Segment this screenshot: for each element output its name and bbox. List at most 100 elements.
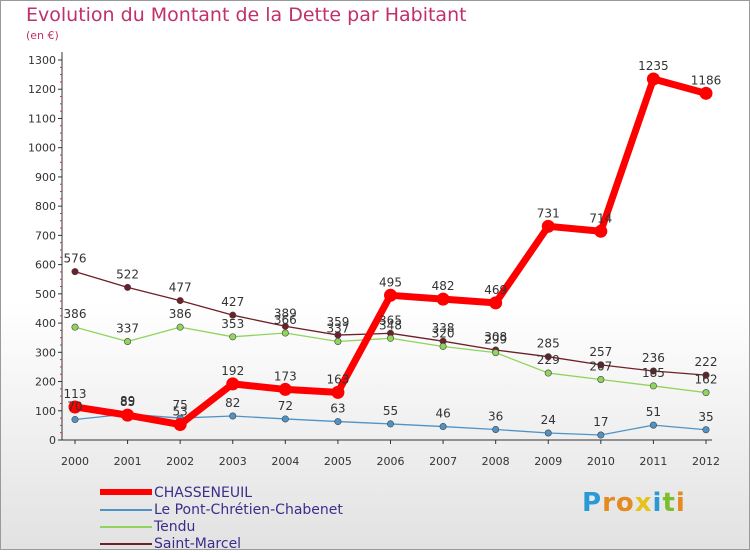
logo-letter: P <box>582 488 603 518</box>
x-tick-label: 2009 <box>534 455 562 468</box>
data-point-tendu <box>492 349 500 357</box>
x-tick-label: 2003 <box>219 455 247 468</box>
data-label-chasseneuil: 173 <box>274 369 297 383</box>
data-label-saint-marcel: 285 <box>537 337 560 351</box>
y-tick-label: 1100 <box>28 112 56 125</box>
x-tick-label: 2012 <box>692 455 720 468</box>
data-point-tendu <box>597 375 605 383</box>
data-label-tendu: 386 <box>64 307 87 321</box>
legend-label-saint-marcel: Saint-Marcel <box>154 536 242 552</box>
data-point-le-pont-chretien-chabenet <box>649 421 657 429</box>
data-label-le-pont-chretien-chabenet: 46 <box>435 407 450 421</box>
data-point-saint-marcel <box>544 353 552 361</box>
data-point-tendu <box>386 334 394 342</box>
y-tick-label: 100 <box>35 405 56 418</box>
legend-swatch-le-pont-chretien-chabenet <box>100 509 152 511</box>
y-tick-label: 1000 <box>28 142 56 155</box>
data-label-chasseneuil: 1186 <box>691 73 722 87</box>
legend-label-le-pont-chretien-chabenet: Le Pont-Chrétien-Chabenet <box>154 502 343 518</box>
data-point-chasseneuil <box>384 288 397 302</box>
data-label-tendu: 185 <box>642 366 665 380</box>
data-label-saint-marcel: 222 <box>695 355 718 369</box>
data-label-tendu: 386 <box>169 307 192 321</box>
data-point-tendu <box>334 337 342 345</box>
data-label-saint-marcel: 308 <box>484 330 507 344</box>
data-point-chasseneuil <box>594 224 608 238</box>
legend-swatch-tendu <box>100 526 152 528</box>
data-label-chasseneuil: 731 <box>537 206 560 220</box>
data-point-le-pont-chretien-chabenet <box>702 426 710 434</box>
data-point-le-pont-chretien-chabenet <box>597 431 605 439</box>
legend-item-chasseneuil: CHASSENEUIL <box>100 485 400 502</box>
series-labels: 576 522 477 427 389 359 365 338 308 285 257 236 222 3… <box>64 59 722 429</box>
data-label-chasseneuil: 482 <box>432 279 455 293</box>
data-point-chasseneuil <box>331 385 345 399</box>
data-point-saint-marcel <box>702 371 710 379</box>
data-label-le-pont-chretien-chabenet: 17 <box>593 415 608 429</box>
x-tick-label: 2007 <box>429 455 457 468</box>
logo-letter: t <box>662 488 676 518</box>
logo-letter: i <box>652 488 663 518</box>
data-label-saint-marcel: 236 <box>642 351 665 365</box>
y-tick-label: 800 <box>35 200 56 213</box>
data-point-saint-marcel <box>124 283 132 291</box>
data-point-tendu <box>229 333 237 341</box>
data-label-le-pont-chretien-chabenet: 51 <box>646 405 661 419</box>
x-tick-label: 2001 <box>114 455 142 468</box>
data-point-saint-marcel <box>597 361 605 369</box>
data-point-saint-marcel <box>229 311 237 319</box>
data-point-saint-marcel <box>649 367 657 375</box>
y-tick-label: 0 <box>49 434 56 447</box>
data-label-le-pont-chretien-chabenet: 89 <box>120 394 135 408</box>
chart-axes: 0 100 200 300 400 500 600 700 800 900 1000 1100 1200… <box>28 52 720 468</box>
chart-legend: CHASSENEUIL Le Pont-Chrétien-Chabenet Te… <box>100 485 400 553</box>
x-tick-label: 2006 <box>377 455 405 468</box>
data-point-chasseneuil <box>541 219 555 233</box>
data-point-tendu <box>176 323 184 331</box>
data-label-chasseneuil: 495 <box>379 275 402 289</box>
legend-label-chasseneuil: CHASSENEUIL <box>154 485 252 501</box>
data-label-saint-marcel: 477 <box>169 281 192 295</box>
data-label-chasseneuil: 53 <box>173 405 188 419</box>
data-label-le-pont-chretien-chabenet: 63 <box>330 402 345 416</box>
data-point-chasseneuil <box>173 418 187 432</box>
y-tick-label: 400 <box>35 317 56 330</box>
data-point-le-pont-chretien-chabenet <box>544 429 552 437</box>
data-label-saint-marcel: 359 <box>326 315 349 329</box>
data-label-le-pont-chretien-chabenet: 72 <box>278 399 293 413</box>
x-tick-label: 2004 <box>271 455 299 468</box>
data-point-tendu <box>702 389 710 397</box>
data-label-tendu: 320 <box>432 326 455 340</box>
data-point-chasseneuil <box>278 382 292 396</box>
legend-item-le-pont-chretien-chabenet: Le Pont-Chrétien-Chabenet <box>100 502 400 519</box>
logo-letter: r <box>602 488 616 518</box>
x-tick-label: 2010 <box>587 455 615 468</box>
y-tick-label: 1200 <box>28 83 56 96</box>
legend-item-tendu: Tendu <box>100 519 400 536</box>
data-label-tendu: 337 <box>116 321 139 335</box>
data-point-chasseneuil <box>489 296 503 310</box>
data-label-chasseneuil: 192 <box>221 364 244 378</box>
data-point-le-pont-chretien-chabenet <box>386 420 394 428</box>
y-tick-label: 700 <box>35 229 56 242</box>
data-label-chasseneuil: 163 <box>326 372 349 386</box>
data-label-tendu: 229 <box>537 353 560 367</box>
data-point-chasseneuil <box>226 377 240 391</box>
data-label-saint-marcel: 257 <box>589 345 612 359</box>
data-label-le-pont-chretien-chabenet: 35 <box>698 410 713 424</box>
data-label-tendu: 162 <box>695 373 718 387</box>
y-tick-label: 300 <box>35 346 56 359</box>
data-point-tendu <box>649 382 657 390</box>
data-label-chasseneuil: 714 <box>589 211 612 225</box>
x-tick-label: 2002 <box>166 455 194 468</box>
legend-label-tendu: Tendu <box>154 519 196 535</box>
data-point-chasseneuil <box>646 72 660 86</box>
legend-swatch-saint-marcel <box>100 543 152 545</box>
data-point-le-pont-chretien-chabenet <box>281 415 289 423</box>
data-label-tendu: 348 <box>379 318 402 332</box>
data-point-chasseneuil <box>68 400 82 414</box>
data-label-saint-marcel: 389 <box>274 306 297 320</box>
data-label-saint-marcel: 576 <box>64 252 87 266</box>
